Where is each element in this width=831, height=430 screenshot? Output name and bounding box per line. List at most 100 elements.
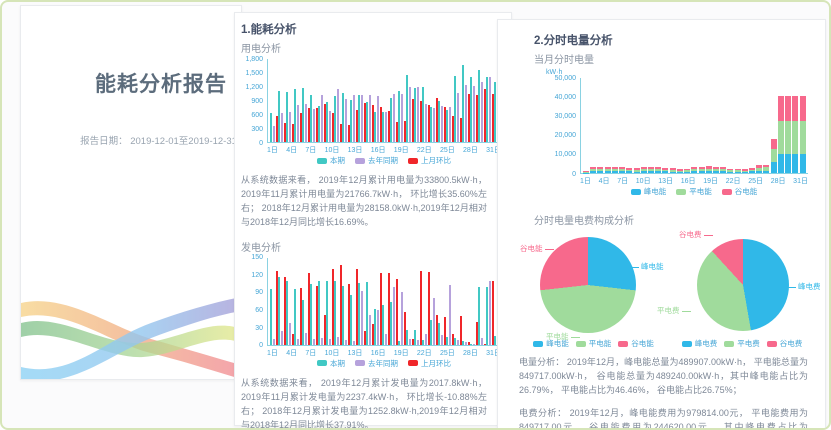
bar-segment xyxy=(676,170,683,172)
bar-segment xyxy=(655,171,662,173)
bar-group xyxy=(342,59,350,142)
legend-item[interactable]: 谷电能 xyxy=(721,186,757,197)
legend-item[interactable]: 峰电能 xyxy=(630,186,666,197)
x-axis-tick-label: 13日 xyxy=(347,349,363,357)
bar-group xyxy=(438,59,446,142)
bar xyxy=(486,286,488,345)
legend-item[interactable]: 平电能 xyxy=(676,186,712,197)
legend-item[interactable]: 谷电费 xyxy=(766,338,802,349)
bar-segment xyxy=(720,167,727,170)
bar-segment xyxy=(799,96,806,122)
bar xyxy=(484,343,486,345)
bar xyxy=(353,95,355,142)
stacked-bar xyxy=(698,78,705,173)
legend-item[interactable]: 峰电费 xyxy=(681,338,717,349)
stacked-bar xyxy=(734,78,741,173)
bar xyxy=(305,333,307,345)
bar-group xyxy=(382,258,390,345)
bar-segment xyxy=(611,167,618,170)
bar xyxy=(465,341,467,345)
bar xyxy=(489,280,491,345)
legend-swatch xyxy=(408,157,418,164)
legend-label: 上月环比 xyxy=(421,358,451,368)
bar-segment xyxy=(734,168,741,171)
legend-item[interactable]: 去年同期 xyxy=(355,155,398,166)
legend-item[interactable]: 本期 xyxy=(317,358,345,369)
x-axis-tick-label: 19日 xyxy=(393,147,409,154)
bar-segment xyxy=(619,169,626,172)
bar-group xyxy=(470,59,478,142)
legend-swatch xyxy=(317,157,327,164)
legend-item[interactable]: 平电费 xyxy=(724,338,760,349)
bar xyxy=(278,277,280,345)
y-axis-tick-label: 30,000 xyxy=(554,112,576,120)
bar xyxy=(340,265,342,345)
x-axis-tick-label: 10日 xyxy=(324,147,340,154)
legend-swatch xyxy=(721,188,732,195)
legend-item[interactable]: 平电能 xyxy=(575,338,611,349)
section1-heading: 1.能耗分析 xyxy=(241,24,297,36)
bar xyxy=(484,88,486,142)
legend-item[interactable]: 本期 xyxy=(317,155,345,166)
bar xyxy=(430,320,432,345)
y-axis-tick-label: 150 xyxy=(251,254,263,262)
bar xyxy=(465,85,467,142)
legend-item[interactable]: 上月环比 xyxy=(408,155,451,166)
legend-item[interactable]: 去年同期 xyxy=(355,358,398,369)
bar-segment xyxy=(604,168,611,172)
legend-label: 去年同期 xyxy=(368,156,398,165)
bar-segment xyxy=(763,167,770,171)
bar-segment xyxy=(749,169,756,172)
bar xyxy=(409,338,411,345)
bar-segment xyxy=(727,171,734,173)
bar xyxy=(390,302,392,345)
energy-share-analysis-text: 电量分析： 2019年12月，峰电能总量为489907.00kW·h， 平电能总… xyxy=(519,357,808,395)
bar xyxy=(361,291,363,345)
bar-group xyxy=(286,258,294,345)
legend-swatch xyxy=(533,340,544,347)
bar xyxy=(420,271,422,345)
bar xyxy=(324,315,326,345)
bar xyxy=(460,118,462,142)
bar xyxy=(396,122,398,142)
bar xyxy=(422,339,424,345)
bar-segment xyxy=(619,171,626,173)
bar-group xyxy=(438,258,446,345)
bar xyxy=(388,273,390,345)
bar xyxy=(302,87,304,142)
bar xyxy=(430,107,432,142)
legend-swatch xyxy=(317,360,327,367)
bar xyxy=(324,104,326,142)
stacked-bar xyxy=(756,78,763,173)
chart-legend: 峰电能 平电能 谷电能 xyxy=(526,338,661,349)
legend-swatch xyxy=(724,340,735,347)
tou-chart-subtitle: 当月分时电量 xyxy=(534,55,594,66)
bar xyxy=(326,102,328,142)
bar-segment xyxy=(698,171,705,173)
bar xyxy=(489,76,491,142)
bar xyxy=(284,276,286,345)
bar xyxy=(438,322,440,345)
bar xyxy=(286,280,288,345)
x-axis-tick-label: 25日 xyxy=(748,178,763,185)
bar-segment xyxy=(655,167,662,170)
bar-group xyxy=(302,59,310,142)
section2-heading: 2.分时电量分析 xyxy=(534,35,613,47)
bar-group xyxy=(446,258,454,345)
legend-item[interactable]: 上月环比 xyxy=(408,358,451,369)
energy-analysis-page: 1.能耗分析 用电分析 0 300 600 900 1,200 1,500 1,800 1日 4… xyxy=(234,12,518,428)
bar xyxy=(297,338,299,345)
legend-item[interactable]: 峰电能 xyxy=(533,338,569,349)
x-axis-tick-label: 25日 xyxy=(439,349,455,357)
stacked-bar xyxy=(619,78,626,173)
bar-group xyxy=(278,258,286,345)
bar-group xyxy=(358,59,366,142)
bar xyxy=(385,111,387,142)
x-axis-tick-label: 31日 xyxy=(486,349,501,357)
legend-item[interactable]: 谷电能 xyxy=(618,338,654,349)
bar xyxy=(398,91,400,142)
bar-segment xyxy=(741,171,748,173)
bar xyxy=(457,340,459,345)
bar-segment xyxy=(705,166,712,169)
bar xyxy=(452,116,454,142)
